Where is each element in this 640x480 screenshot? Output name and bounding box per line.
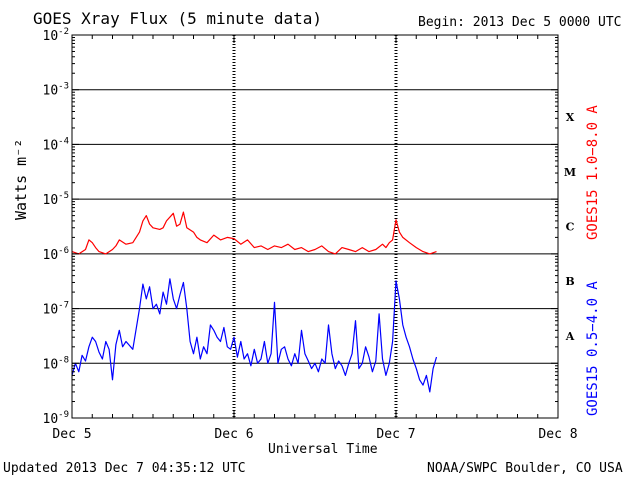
y-tick-label: 10-8 xyxy=(43,355,70,372)
chart-title: GOES Xray Flux (5 minute data) xyxy=(33,9,322,28)
credit-label: NOAA/SWPC Boulder, CO USA xyxy=(427,461,623,476)
series-line-long-wave xyxy=(71,211,437,255)
y-tick-label: 10-7 xyxy=(43,301,70,318)
legend-series-red: GOES15 1.0−8.0 A xyxy=(585,105,601,240)
y-axis-label: Watts m⁻² xyxy=(12,138,30,220)
x-tick-label: Dec 5 xyxy=(52,427,91,442)
x-axis-label: Universal Time xyxy=(268,442,378,457)
y-tick-label: 10-6 xyxy=(43,246,70,263)
y-tick-label: 10-4 xyxy=(43,136,70,153)
flare-class-label: M xyxy=(564,166,576,179)
legend-series-blue: GOES15 0.5−4.0 A xyxy=(585,281,601,416)
y-tick-label: 10-5 xyxy=(43,191,70,208)
flare-class-label: C xyxy=(566,221,575,234)
flare-class-label: B xyxy=(565,275,574,288)
grid-layer xyxy=(72,35,558,418)
y-tick-label: 10-2 xyxy=(43,27,70,44)
flare-class-label: A xyxy=(565,330,575,343)
x-tick-label: Dec 6 xyxy=(214,427,253,442)
y-tick-label: 10-3 xyxy=(43,82,70,99)
x-tick-label: Dec 7 xyxy=(376,427,415,442)
flare-class-label: X xyxy=(566,111,575,124)
x-tick-label: Dec 8 xyxy=(538,427,577,442)
y-tick-label: 10-9 xyxy=(43,410,70,427)
updated-label: Updated 2013 Dec 7 04:35:12 UTC xyxy=(3,461,246,476)
tick-layer: 10-9 10-8 10-7 10-6 10-5 10-4 10-3 10-2 Dec 5 Dec… xyxy=(43,27,578,442)
begin-label: Begin: 2013 Dec 5 0000 UTC xyxy=(418,15,622,30)
series-line-short-wave xyxy=(71,278,438,393)
series-layer xyxy=(71,211,438,393)
plot-frame xyxy=(71,34,559,419)
